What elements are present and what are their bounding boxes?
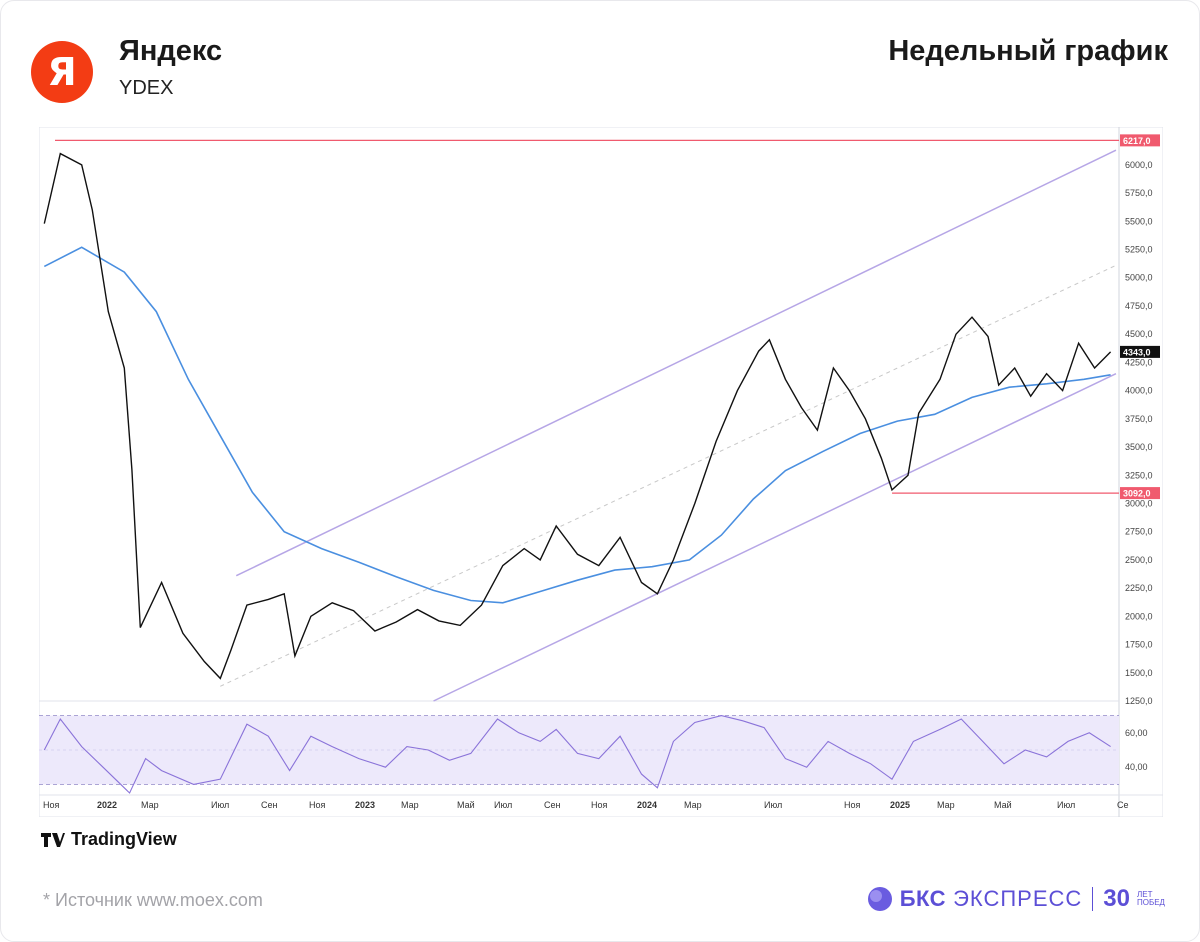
channel-mid-line xyxy=(220,264,1117,687)
channel-lower-line xyxy=(433,372,1117,702)
tradingview-icon xyxy=(41,832,65,847)
price-tick-label: 5250,0 xyxy=(1125,245,1153,255)
time-tick-label: Июл xyxy=(494,800,512,810)
brand-sub: ЭКСПРЕСС xyxy=(953,886,1083,911)
chart-title: Недельный график xyxy=(888,35,1168,67)
price-tick-label: 3500,0 xyxy=(1125,442,1153,452)
price-tick-label: 5500,0 xyxy=(1125,216,1153,226)
level-label: 6217,0 xyxy=(1123,136,1151,146)
price-tick-label: 4250,0 xyxy=(1125,357,1153,367)
time-tick-label: Ноя xyxy=(591,800,608,810)
company-name: Яндекс xyxy=(119,35,223,67)
price-tick-label: 5000,0 xyxy=(1125,273,1153,283)
price-chart: RUB1250,01500,01750,02000,02250,02500,02… xyxy=(38,126,1164,818)
current-price-label: 4343,0 xyxy=(1123,347,1151,357)
time-tick-label: 2025 xyxy=(890,800,910,810)
price-tick-label: 4750,0 xyxy=(1125,301,1153,311)
price-tick-label: 3250,0 xyxy=(1125,470,1153,480)
level-badge xyxy=(1120,487,1160,500)
brand-main: БКС xyxy=(899,886,947,911)
price-tick-label: 3000,0 xyxy=(1125,498,1153,508)
time-tick-label: Май xyxy=(994,800,1012,810)
sma-line xyxy=(43,246,1111,604)
brand-years: 30 xyxy=(1103,885,1130,912)
price-tick-label: 2750,0 xyxy=(1125,527,1153,537)
rsi-tick-label: 60,00 xyxy=(1125,728,1148,738)
current-price-badge xyxy=(1120,345,1160,358)
price-tick-label: 2000,0 xyxy=(1125,611,1153,621)
time-tick-label: Мар xyxy=(937,800,955,810)
bks-logo-icon xyxy=(867,887,892,911)
chart-area: RUB1250,01500,01750,02000,02250,02500,02… xyxy=(38,126,1164,818)
price-tick-label: 2500,0 xyxy=(1125,555,1153,565)
tradingview-logo: TradingView xyxy=(41,829,177,850)
brand-years-caption: ЛЕТ ПОБЕД xyxy=(1137,890,1165,907)
time-tick-label: Се xyxy=(1117,800,1129,810)
time-tick-label: Сен xyxy=(544,800,561,810)
channel-upper-line xyxy=(235,149,1117,577)
price-tick-label: 2250,0 xyxy=(1125,583,1153,593)
price-tick-label: 6000,0 xyxy=(1125,160,1153,170)
price-tick-label: 4000,0 xyxy=(1125,386,1153,396)
price-tick-label: 5750,0 xyxy=(1125,188,1153,198)
time-tick-label: Мар xyxy=(684,800,702,810)
price-tick-label: 1500,0 xyxy=(1125,668,1153,678)
price-tick-label: 4500,0 xyxy=(1125,329,1153,339)
bks-brand: БКС ЭКСПРЕСС 30 ЛЕТ ПОБЕД xyxy=(867,885,1167,913)
yandex-logo: Я xyxy=(31,41,93,103)
rsi-tick-label: 40,00 xyxy=(1125,762,1148,772)
chart-frame xyxy=(38,126,1164,818)
time-tick-label: Ноя xyxy=(309,800,326,810)
level-badge xyxy=(1120,134,1160,147)
rsi-line xyxy=(43,715,1111,794)
time-tick-label: Май xyxy=(457,800,475,810)
price-line xyxy=(43,152,1112,680)
time-tick-label: 2022 xyxy=(97,800,117,810)
source-note: * Источник www.moex.com xyxy=(43,890,263,910)
ticker-symbol: YDEX xyxy=(119,77,174,99)
level-label: 3092,0 xyxy=(1123,489,1151,499)
tradingview-label: TradingView xyxy=(71,829,177,849)
time-tick-label: Июл xyxy=(1057,800,1075,810)
brand-divider xyxy=(1092,887,1094,911)
time-tick-label: Мар xyxy=(401,800,419,810)
time-tick-label: Июл xyxy=(211,800,229,810)
time-tick-label: Ноя xyxy=(844,800,861,810)
price-tick-label: 1250,0 xyxy=(1125,696,1153,706)
time-tick-label: Ноя xyxy=(43,800,60,810)
time-tick-label: 2024 xyxy=(637,800,657,810)
time-tick-label: Июл xyxy=(764,800,782,810)
time-tick-label: 2023 xyxy=(355,800,375,810)
price-tick-label: 1750,0 xyxy=(1125,640,1153,650)
price-tick-label: 3750,0 xyxy=(1125,414,1153,424)
time-tick-label: Мар xyxy=(141,800,159,810)
time-tick-label: Сен xyxy=(261,800,278,810)
